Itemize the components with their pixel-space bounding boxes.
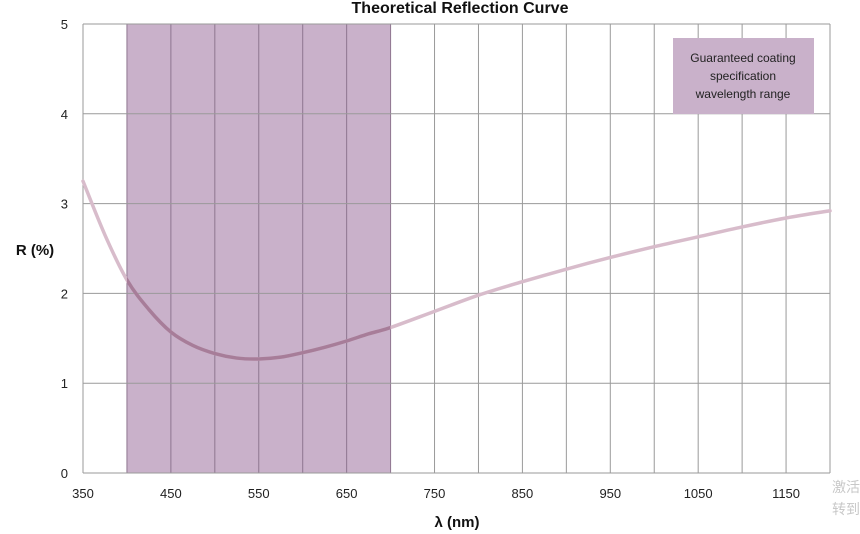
- x-tick-1050: 1050: [684, 486, 713, 501]
- y-tick-5: 5: [61, 17, 68, 32]
- series-layer: [81, 179, 832, 361]
- x-tick-950: 950: [599, 486, 621, 501]
- x-tick-450: 450: [160, 486, 182, 501]
- legend-line-2: specification: [710, 69, 776, 83]
- x-tick-650: 650: [336, 486, 358, 501]
- x-tick-1150: 1150: [772, 486, 800, 501]
- legend-line-3: wavelength range: [695, 87, 791, 101]
- x-tick-850: 850: [512, 486, 534, 501]
- series-line-in-band-0: [126, 276, 391, 361]
- x-tick-550: 550: [248, 486, 270, 501]
- y-tick-4: 4: [61, 107, 68, 122]
- legend-box: Guaranteed coating specification wavelen…: [673, 38, 814, 114]
- y-tick-2: 2: [61, 286, 68, 301]
- watermark-line-2: 转到: [832, 502, 860, 518]
- y-tick-0: 0: [61, 466, 68, 481]
- legend-line-1: Guaranteed coating: [690, 51, 795, 65]
- x-tick-350: 350: [72, 486, 94, 501]
- y-axis-label: R (%): [16, 242, 54, 259]
- watermark-line-1: 激活: [832, 479, 860, 496]
- y-tick-3: 3: [61, 197, 68, 212]
- x-axis-label: λ (nm): [435, 514, 480, 531]
- tick-layer: 350 450 550 650 750 850 950 1050 1150 0 1 2 3 4 5: [61, 17, 800, 501]
- chart-title: Theoretical Reflection Curve: [352, 0, 569, 17]
- x-tick-750: 750: [424, 486, 446, 501]
- legend-swatch: [673, 38, 814, 114]
- grid-layer: [82, 23, 831, 474]
- y-tick-1: 1: [61, 376, 68, 391]
